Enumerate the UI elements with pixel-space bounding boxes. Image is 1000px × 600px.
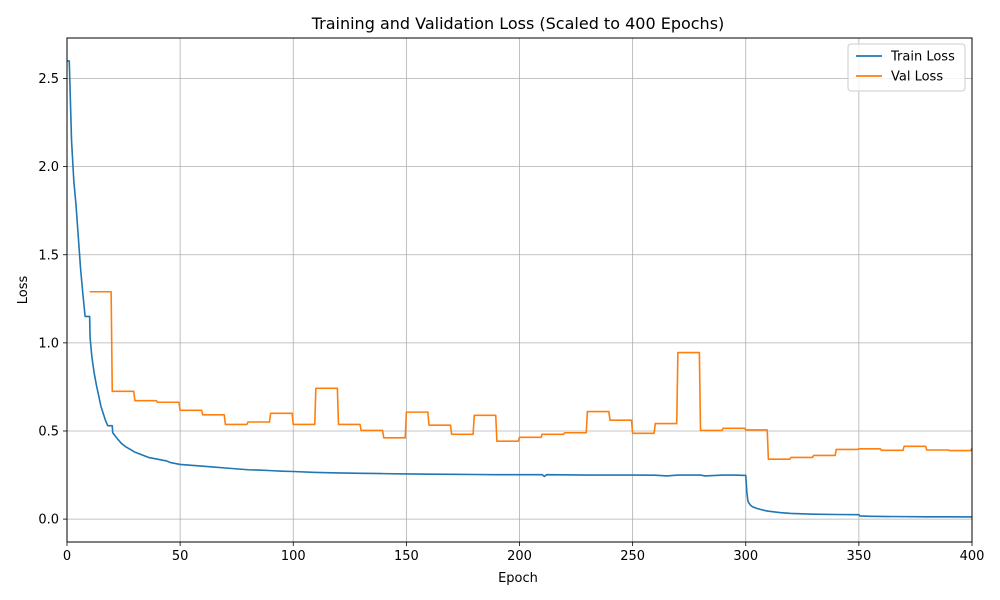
x-tick-label: 50 bbox=[172, 549, 189, 564]
x-axis-label: Epoch bbox=[498, 571, 538, 586]
x-tick-label: 300 bbox=[733, 549, 758, 564]
legend: Train Loss Val Loss bbox=[847, 43, 966, 92]
y-tick-label: 0.5 bbox=[38, 424, 59, 439]
legend-label-train-loss: Train Loss bbox=[890, 50, 955, 65]
y-tick-label: 2.5 bbox=[38, 72, 59, 87]
x-tick-label: 350 bbox=[846, 549, 871, 564]
x-tick-label: 100 bbox=[281, 549, 306, 564]
y-tick-label: 2.0 bbox=[38, 160, 59, 175]
y-tick-label: 1.5 bbox=[38, 248, 59, 263]
y-axis-ticks: 0.0 0.5 1.0 1.5 2.0 2.5 bbox=[38, 72, 67, 528]
series-group bbox=[67, 60, 973, 518]
x-tick-label: 200 bbox=[507, 549, 532, 564]
train-loss-line bbox=[67, 60, 973, 518]
val-loss-line bbox=[89, 290, 973, 460]
y-axis-label: Loss bbox=[16, 276, 31, 305]
chart-title: Training and Validation Loss (Scaled to … bbox=[311, 14, 725, 33]
y-tick-label: 1.0 bbox=[38, 336, 59, 351]
x-axis-ticks: 0 50 100 150 200 250 300 350 400 bbox=[63, 542, 985, 564]
y-tick-label: 0.0 bbox=[38, 513, 59, 528]
x-tick-label: 150 bbox=[394, 549, 419, 564]
x-tick-label: 0 bbox=[63, 549, 71, 564]
legend-label-val-loss: Val Loss bbox=[891, 70, 943, 85]
x-tick-label: 400 bbox=[960, 549, 985, 564]
x-tick-label: 250 bbox=[620, 549, 645, 564]
